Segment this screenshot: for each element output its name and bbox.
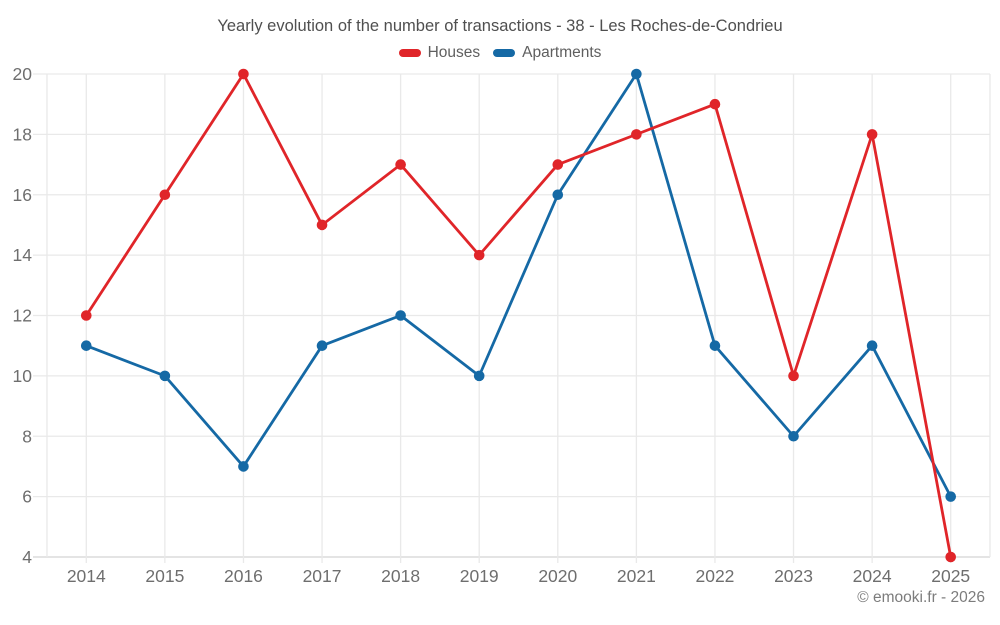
data-point-houses-2020 [552, 159, 564, 170]
x-tick-label: 2015 [145, 566, 184, 586]
legend: Houses Apartments [0, 42, 1000, 64]
series-line-apartments [84, 72, 953, 499]
series-line-houses [84, 72, 953, 559]
apartments-series-marker-icon [493, 49, 516, 57]
chart-title: Yearly evolution of the number of transa… [217, 17, 783, 35]
y-tick-label: 14 [13, 245, 33, 265]
x-tick-label: 2016 [224, 566, 263, 586]
copyright-text: © emooki.fr - 2026 [857, 589, 985, 606]
y-tick-label: 8 [22, 426, 32, 446]
x-tick-label: 2025 [931, 566, 970, 586]
data-point-houses-2022 [709, 98, 721, 110]
data-point-apartments-2020 [552, 189, 564, 201]
data-point-apartments-2021 [631, 68, 642, 80]
data-point-apartments-2014 [80, 340, 92, 351]
y-tick-label: 4 [22, 547, 32, 567]
data-point-houses-2024 [866, 129, 878, 140]
data-point-apartments-2016 [238, 461, 249, 472]
data-point-houses-2025 [945, 551, 957, 563]
data-point-apartments-2017 [316, 340, 328, 351]
data-point-apartments-2022 [709, 340, 721, 351]
x-tick-label: 2019 [460, 566, 499, 586]
y-tick-label: 12 [13, 306, 32, 326]
data-point-houses-2023 [788, 370, 799, 382]
data-point-apartments-2023 [788, 430, 799, 442]
legend-label-apartments: Apartments [522, 44, 602, 61]
y-tick-label: 6 [22, 487, 32, 507]
legend-item-apartments[interactable]: Apartments [493, 44, 601, 62]
data-point-apartments-2024 [866, 340, 878, 351]
x-tick-label: 2020 [538, 566, 577, 586]
x-tick-label: 2021 [617, 566, 656, 586]
x-tick-label: 2017 [303, 566, 342, 586]
x-tick-label: 2014 [67, 566, 106, 586]
legend-item-houses[interactable]: Houses [398, 44, 481, 62]
y-tick-label: 16 [13, 185, 32, 205]
data-point-apartments-2015 [159, 370, 171, 382]
data-point-apartments-2025 [945, 491, 957, 502]
y-tick-label: 20 [13, 64, 33, 84]
data-point-houses-2016 [238, 68, 249, 80]
data-point-apartments-2019 [473, 370, 485, 382]
data-point-houses-2017 [316, 219, 328, 231]
data-point-apartments-2018 [395, 310, 406, 321]
x-tick-label: 2024 [853, 566, 892, 586]
data-point-houses-2018 [395, 159, 406, 170]
data-point-houses-2019 [473, 249, 485, 261]
y-tick-label: 18 [13, 124, 32, 144]
y-tick-label: 10 [13, 366, 33, 386]
x-tick-label: 2018 [381, 566, 420, 586]
data-point-houses-2014 [80, 310, 92, 321]
data-point-houses-2015 [159, 189, 171, 201]
houses-series-marker-icon [398, 49, 421, 57]
x-tick-label: 2023 [774, 566, 813, 586]
legend-label-houses: Houses [427, 44, 481, 61]
x-tick-label: 2022 [695, 566, 734, 586]
data-point-houses-2021 [631, 129, 642, 140]
